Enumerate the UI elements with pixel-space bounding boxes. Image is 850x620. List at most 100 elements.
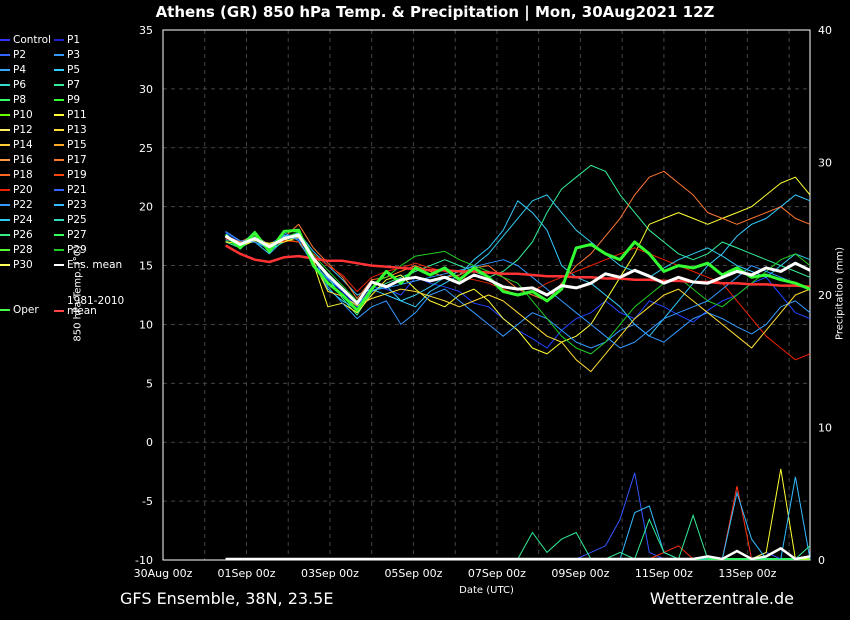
series-line [225,176,811,355]
precip-line [225,472,810,560]
legend-swatch [54,219,64,221]
x-tick-label: 03Sep 00z [301,567,359,580]
y-right-tick-label: 10 [818,422,832,435]
legend-item: P27 [54,228,87,242]
legend-item: P18 [0,168,33,182]
legend-item: P24 [0,213,33,227]
legend-label: P28 [13,244,33,256]
legend-swatch [0,99,10,101]
x-tick-label: 11Sep 00z [635,567,693,580]
legend-label: P15 [67,139,87,151]
series-line [225,236,811,373]
legend-label: P26 [13,229,33,241]
grid-lines [163,30,810,560]
y-tick-label: 35 [139,24,153,37]
legend-swatch [0,84,10,86]
precip-line [225,468,810,560]
legend-item: P30 [0,258,33,272]
legend-item: P10 [0,108,33,122]
legend-swatch [0,309,10,311]
series-line [224,228,811,312]
y-right-tick-label: 30 [818,157,832,170]
legend-label: P5 [67,64,81,76]
y-right-tick-label: 20 [818,289,832,302]
legend-item: P13 [54,123,87,137]
legend-swatch [54,69,64,71]
legend-swatch [0,54,10,56]
legend-swatch [0,159,10,161]
legend-item: P8 [0,93,26,107]
legend-swatch [54,114,64,116]
series-line [225,164,811,316]
legend-item: Ens. mean [54,258,122,272]
legend-item: P11 [54,108,87,122]
legend-item: P6 [0,78,26,92]
legend-label: P25 [67,214,87,226]
legend-label: P22 [13,199,33,211]
x-tick-label: 09Sep 00z [551,567,609,580]
legend-label: P23 [67,199,87,211]
series-lines [224,164,811,373]
legend-label: P14 [13,139,33,151]
legend-label: P4 [13,64,27,76]
legend-item: P22 [0,198,33,212]
legend-item: Oper [0,303,39,317]
x-tick-label: 07Sep 00z [468,567,526,580]
legend-label: 1981-2010 mean [67,294,125,317]
y-tick-label: 0 [146,436,153,449]
legend-swatch [54,204,64,206]
legend-item: P25 [54,213,87,227]
y-tick-label: 25 [139,142,153,155]
legend-swatch [0,204,10,206]
legend-item: P28 [0,243,33,257]
precip-line [225,486,810,560]
legend-label: P7 [67,79,81,91]
y-tick-label: 20 [139,201,153,214]
legend-item: P14 [0,138,33,152]
legend-label: P20 [13,184,33,196]
legend-item: P7 [54,78,80,92]
tick-labels: 35 30 25 20 15 10 5 0 -5 -10 40 30 20 10 0 30Aug 00z 01S… [134,24,832,596]
x-tick-label: 01Sep 00z [217,567,275,580]
axes [162,29,811,561]
legend-swatch [0,129,10,131]
legend-item: P9 [54,93,80,107]
legend-swatch [54,264,64,266]
legend-label: P1 [67,34,81,46]
legend-swatch [0,174,10,176]
legend-label: P21 [67,184,87,196]
legend-label: P6 [13,79,27,91]
legend-item: Control [0,33,51,47]
legend-label: Ens. mean [67,259,123,271]
series-line [225,170,811,302]
y-right-tick-label: 0 [818,554,825,567]
legend-label: P17 [67,154,87,166]
y-tick-label: 30 [139,83,153,96]
legend-item: P19 [54,168,87,182]
series-line [225,194,811,310]
legend-label: P13 [67,124,87,136]
x-tick-label: 05Sep 00z [384,567,442,580]
y-tick-label: 10 [139,318,153,331]
legend-label: Oper [13,304,39,316]
precip-line [225,476,811,560]
legend-label: P29 [67,244,87,256]
series-line [225,230,811,355]
legend-swatch [0,219,10,221]
legend-swatch [0,249,10,251]
x-tick-label: 30Aug 00z [134,567,193,580]
legend-label: P18 [13,169,33,181]
series-line [225,232,811,349]
legend-item: P21 [54,183,87,197]
legend-swatch [0,69,10,71]
legend-swatch [54,39,64,41]
legend-item: P29 [54,243,87,257]
legend-item: P2 [0,48,26,62]
legend-label: P27 [67,229,87,241]
legend-item: P5 [54,63,80,77]
precip-line [225,513,811,560]
y-axis-label-right: Precipitation (mm) [834,247,846,340]
source-credit: Wetterzentrale.de [649,589,794,608]
legend-swatch [54,234,64,236]
